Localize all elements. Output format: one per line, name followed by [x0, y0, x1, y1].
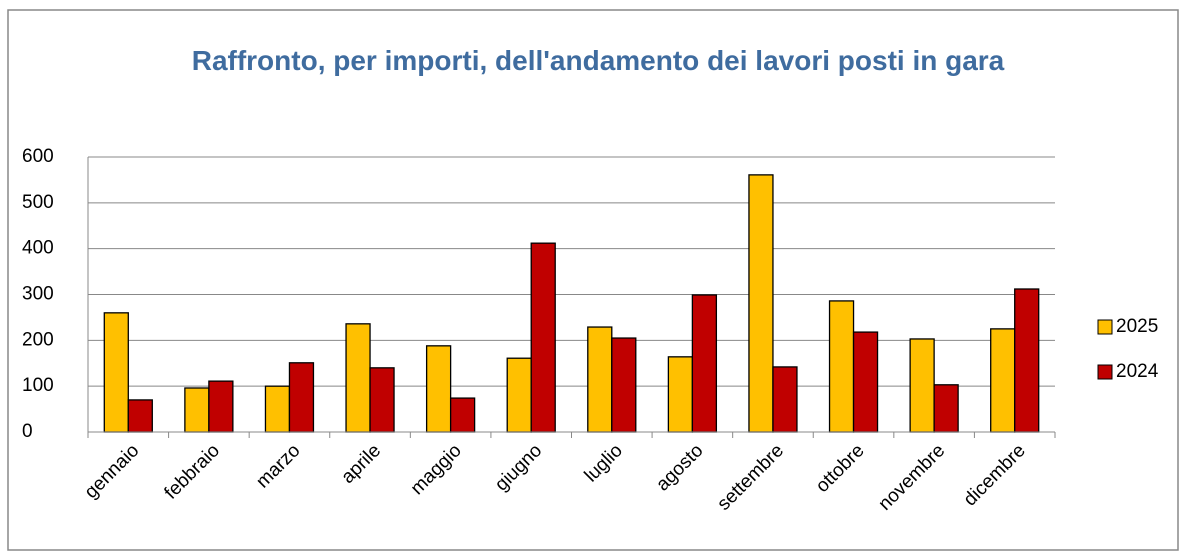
bar	[1014, 288, 1040, 433]
x-tick-label: novembre	[875, 440, 950, 515]
bar	[288, 362, 315, 433]
bar	[748, 174, 774, 433]
bar	[184, 387, 210, 433]
bar	[933, 384, 959, 433]
bar	[828, 300, 855, 433]
bar	[369, 367, 395, 433]
y-tick-label: 200	[22, 329, 54, 350]
y-tick-label: 500	[22, 192, 54, 213]
bar	[345, 323, 371, 433]
x-tick-label: ottobre	[812, 440, 869, 497]
legend-swatch	[1097, 364, 1113, 380]
bar	[667, 356, 694, 433]
bar	[208, 380, 234, 433]
y-tick-label: 300	[22, 284, 54, 305]
bar	[611, 337, 637, 433]
bar	[425, 345, 452, 433]
bar	[506, 357, 532, 433]
bar	[587, 326, 613, 433]
x-tick-label: giugno	[491, 440, 546, 495]
y-tick-label: 100	[22, 375, 54, 396]
bar	[449, 397, 476, 433]
bar	[127, 399, 153, 433]
y-tick-label: 400	[22, 238, 54, 259]
bar	[909, 338, 935, 433]
x-tick-label: gennaio	[81, 440, 144, 503]
x-tick-label: luglio	[581, 440, 627, 486]
chart-border	[7, 9, 1179, 551]
legend-swatch	[1097, 319, 1113, 335]
x-tick-label: marzo	[252, 440, 304, 492]
x-tick-label: dicembre	[960, 440, 1030, 510]
y-tick-label: 600	[22, 146, 54, 167]
x-tick-label: maggio	[407, 440, 466, 499]
x-tick-label: febbraio	[161, 440, 224, 503]
bar	[852, 331, 879, 433]
bar	[691, 294, 718, 433]
x-tick-label: aprile	[337, 440, 385, 488]
y-tick-label: 0	[22, 421, 33, 442]
legend-label: 2025	[1116, 316, 1158, 337]
bar	[990, 328, 1016, 433]
x-tick-label: settembre	[713, 440, 788, 515]
legend-label: 2024	[1116, 361, 1159, 382]
bar	[103, 312, 129, 433]
bar	[772, 366, 798, 433]
bar	[530, 242, 556, 433]
x-tick-label: agosto	[652, 440, 707, 495]
bar	[264, 385, 291, 433]
chart-title: Raffronto, per importi, dell'andamento d…	[191, 45, 1005, 76]
